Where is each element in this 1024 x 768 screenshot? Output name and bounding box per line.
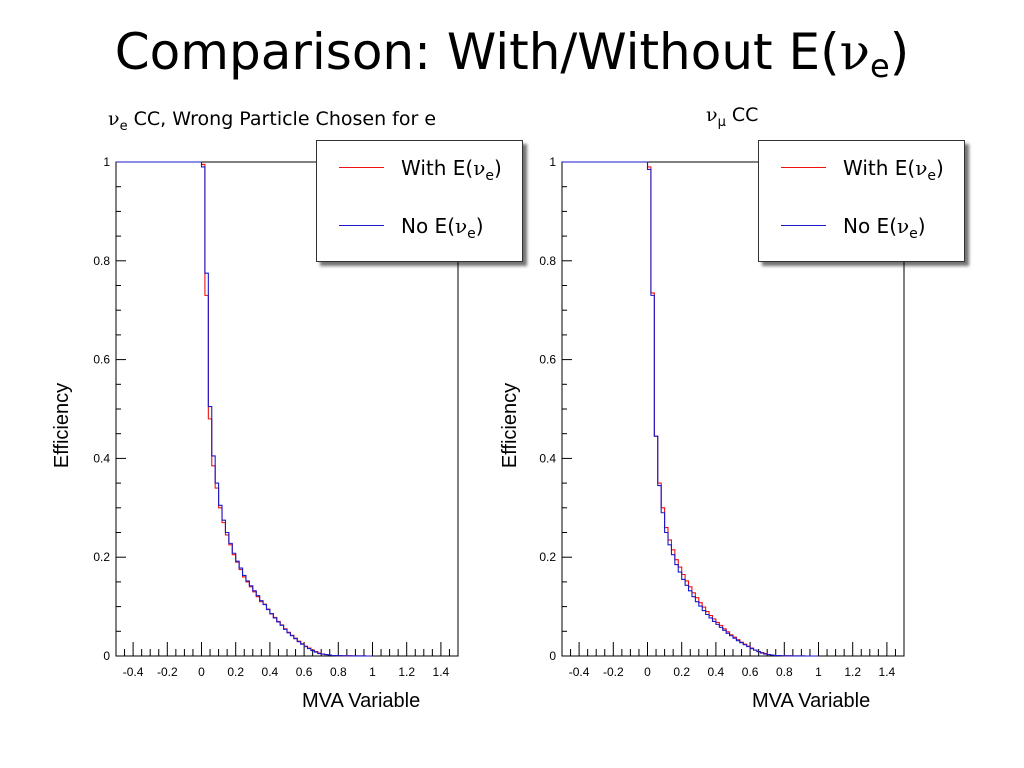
x-tick-label: -0.4 (123, 665, 144, 679)
y-tick-label: 0.6 (539, 353, 556, 367)
y-tick-label: 0.4 (93, 451, 110, 465)
x-tick-label: 1 (369, 665, 376, 679)
legend-label-without: No E(νe) (843, 214, 926, 242)
x-tick-label: 0.8 (776, 665, 793, 679)
x-tick-label: 0 (644, 665, 651, 679)
x-tick-label: 0.4 (262, 665, 279, 679)
legend-swatch-with (781, 167, 826, 168)
y-tick-label: 0.8 (539, 254, 556, 268)
x-tick-label: 1.2 (844, 665, 861, 679)
legend-entry-with: With E(νe) (759, 153, 964, 184)
x-tick-label: 0 (198, 665, 205, 679)
efficiency-chart-nue: -0.4 -0.2 0 0.2 0.4 0.6 0.8 1 1.2 1.4 0 0.2 0.4 0.6 0.… (40, 100, 523, 740)
legend-swatch-without (339, 225, 384, 226)
chart-canvas: -0.4 -0.2 0 0.2 0.4 0.6 0.8 1 1.2 1.4 0 0.2 0.4 0.6 0.… (539, 155, 905, 679)
histogram-no-enue (562, 161, 819, 657)
x-tick-label: 0.8 (330, 665, 347, 679)
legend-label-with: With E(νe) (401, 156, 502, 184)
legend-entry-without: No E(νe) (759, 211, 964, 242)
y-tick-label: 0.4 (539, 451, 556, 465)
chart-canvas: -0.4 -0.2 0 0.2 0.4 0.6 0.8 1 1.2 1.4 0 0.2 0.4 0.6 0.… (93, 155, 459, 679)
y-tick-label: 0.6 (93, 353, 110, 367)
slide-title: Comparison: With/Without E(νe) (114, 23, 910, 85)
legend-label-with: With E(νe) (843, 156, 944, 184)
chart-subtitle: νμ CC (706, 104, 759, 130)
y-axis-label: Efficiency (499, 382, 522, 469)
y-tick-label: 1 (549, 155, 556, 169)
x-tick-label: 1 (815, 665, 822, 679)
y-tick-label: 0.2 (93, 550, 110, 564)
chart-subtitle: νe CC, Wrong Particle Chosen for e (108, 108, 437, 134)
x-axis-label: MVA Variable (752, 690, 871, 712)
x-tick-label: 0.4 (708, 665, 725, 679)
x-tick-label: 1.4 (433, 665, 450, 679)
x-tick-label: -0.2 (603, 665, 624, 679)
y-tick-label: 0.8 (93, 254, 110, 268)
x-tick-label: -0.2 (157, 665, 178, 679)
x-tick-label: 1.4 (879, 665, 896, 679)
legend-entry-without: No E(νe) (317, 211, 522, 242)
legend-swatch-without (781, 225, 826, 226)
efficiency-chart-numu: -0.4 -0.2 0 0.2 0.4 0.6 0.8 1 1.2 1.4 0 0.2 0.4 0.6 0.… (486, 100, 965, 740)
histogram-no-enue (116, 161, 373, 657)
x-tick-label: -0.4 (569, 665, 590, 679)
y-tick-label: 0.2 (539, 550, 556, 564)
y-axis-label: Efficiency (51, 382, 74, 469)
legend: With E(νe) No E(νe) (316, 140, 523, 262)
legend-label-without: No E(νe) (401, 214, 484, 242)
legend: With E(νe) No E(νe) (758, 140, 965, 262)
y-tick-label: 0 (549, 649, 556, 663)
x-tick-label: 0.2 (673, 665, 690, 679)
y-tick-label: 1 (103, 155, 110, 169)
x-tick-label: 0.6 (296, 665, 313, 679)
legend-swatch-with (339, 167, 384, 168)
legend-entry-with: With E(νe) (317, 153, 522, 184)
x-tick-label: 0.2 (227, 665, 244, 679)
y-tick-label: 0 (103, 649, 110, 663)
x-tick-label: 0.6 (742, 665, 759, 679)
x-tick-label: 1.2 (398, 665, 415, 679)
x-axis-label: MVA Variable (302, 690, 421, 712)
